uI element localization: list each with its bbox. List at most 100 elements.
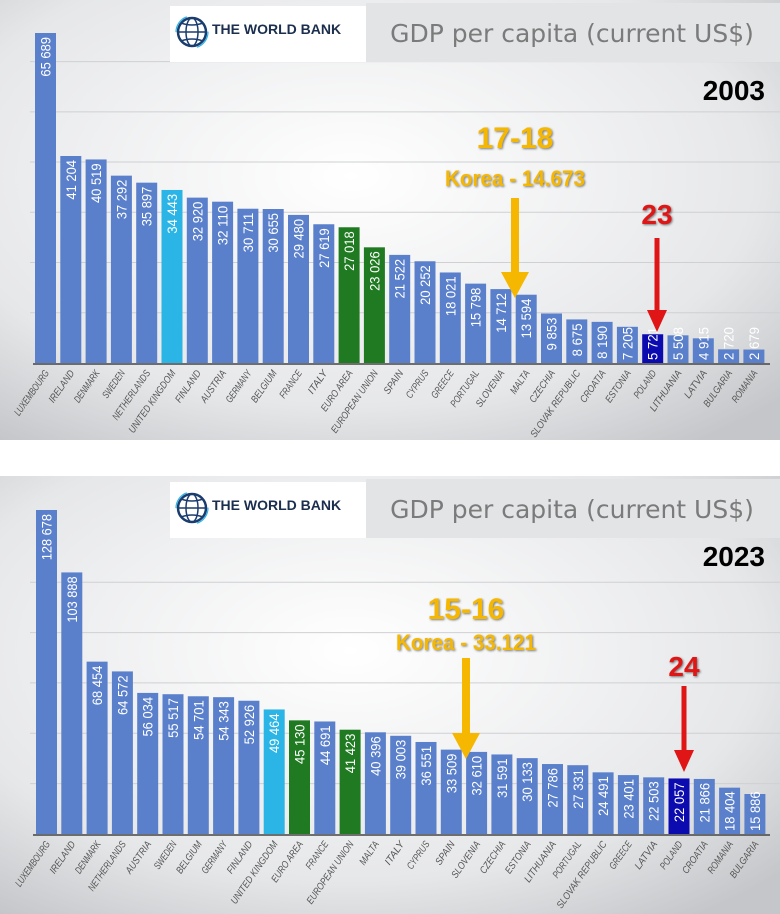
data-label: 27 786 (545, 768, 561, 808)
data-label: 5 508 (670, 327, 686, 360)
poland-rank-annotation: 24 (668, 651, 700, 682)
bar-euro-area (289, 720, 310, 834)
data-label: 54 701 (190, 700, 206, 740)
chart-2003: THE WORLD BANK GDP per capita (current US… (0, 0, 780, 440)
bar-cyprus (414, 261, 436, 363)
world-bank-logo-text: THE WORLD BANK (212, 21, 341, 37)
data-label: 4 915 (695, 327, 711, 360)
korea-rank-annotation: 17-18 (477, 122, 554, 155)
data-label: 64 572 (114, 675, 130, 715)
bar-austria (137, 692, 159, 834)
data-label: 65 689 (38, 37, 54, 77)
bar-sweden (110, 175, 132, 363)
data-label: 21 866 (696, 783, 712, 823)
bar-united-kingdom (161, 189, 183, 363)
bar-denmark (85, 159, 107, 363)
bar-italy (390, 735, 412, 834)
logo-box (170, 6, 366, 62)
chart-title: GDP per capita (current US$) (390, 19, 754, 48)
data-label: 56 034 (140, 697, 156, 737)
data-label: 22 057 (671, 782, 687, 822)
data-label: 2 720 (721, 327, 737, 360)
data-label: 30 133 (519, 762, 535, 802)
world-bank-logo-text: THE WORLD BANK (212, 497, 341, 513)
data-label: 68 454 (89, 665, 105, 705)
bar-malta (515, 294, 537, 363)
data-label: 8 190 (594, 326, 610, 359)
data-label: 27 619 (316, 228, 332, 268)
data-label: 32 110 (215, 205, 231, 245)
data-label: 18 021 (442, 276, 458, 316)
bar-denmark (86, 661, 108, 834)
bar-romania (743, 349, 765, 363)
data-label: 24 491 (595, 776, 611, 816)
year-label: 2003 (703, 75, 765, 106)
logo-box (170, 482, 366, 538)
data-label: 40 396 (367, 736, 383, 776)
data-label: 37 292 (113, 179, 129, 219)
world-bank-globe-icon (175, 491, 209, 525)
data-label: 23 401 (620, 779, 636, 819)
data-label: 7 205 (619, 327, 635, 360)
bar-finland (238, 700, 260, 834)
data-label: 40 519 (88, 163, 104, 203)
bar-belgium (187, 696, 209, 834)
bar-poland (642, 334, 664, 363)
data-label: 34 443 (164, 194, 180, 234)
bar-croatia (693, 778, 715, 834)
korea-value-annotation: Korea - 14.673 (445, 166, 585, 191)
bar-czechia (491, 754, 513, 834)
bar-sweden (162, 694, 184, 834)
data-label: 5 721 (645, 327, 661, 360)
data-label: 18 404 (722, 791, 738, 831)
bar-luxembourg (35, 33, 56, 363)
bar-united-kingdom (263, 709, 285, 834)
bar-estonia (516, 758, 538, 834)
title-box (366, 3, 780, 62)
data-label: 49 464 (266, 713, 282, 753)
bar-latvia (643, 777, 665, 834)
data-label: 30 655 (265, 213, 281, 253)
data-label: 41 423 (342, 734, 358, 774)
bar-netherlands (136, 182, 158, 363)
bar-finland (186, 197, 208, 363)
data-label: 36 551 (418, 746, 434, 786)
data-label: 15 886 (747, 791, 763, 831)
bar-european-union (339, 729, 361, 834)
bar-germany (213, 697, 235, 834)
data-label: 103 888 (64, 576, 80, 622)
data-label: 128 678 (39, 514, 55, 560)
chart-title: GDP per capita (current US$) (390, 495, 754, 524)
bar-lithuania (542, 764, 563, 834)
bar-poland (668, 778, 690, 834)
data-label: 33 509 (443, 753, 459, 793)
poland-rank-annotation: 23 (641, 199, 672, 230)
data-label: 29 480 (291, 219, 307, 259)
bar-czechia (541, 313, 562, 363)
bar-malta (364, 732, 386, 834)
data-label: 35 897 (139, 186, 155, 226)
year-label: 2023 (703, 541, 765, 572)
data-label: 39 003 (393, 740, 409, 780)
bar-bulgaria (744, 794, 766, 834)
data-label: 32 920 (189, 201, 205, 241)
bar-cyprus (415, 741, 437, 834)
bar-spain (389, 254, 411, 363)
bar-portugal (465, 283, 487, 363)
bar-germany (237, 208, 259, 363)
data-label: 14 712 (493, 293, 509, 333)
bar-european-union (363, 247, 385, 363)
bar-slovenia (490, 289, 512, 363)
bar-latvia (692, 338, 714, 363)
title-box (366, 479, 780, 538)
data-label: 21 522 (392, 259, 408, 299)
bar-euro-area (338, 227, 360, 363)
bar-estonia (616, 326, 638, 363)
data-label: 9 853 (544, 317, 560, 350)
bar-lithuania (667, 335, 689, 363)
data-label: 44 691 (317, 725, 333, 765)
bar-romania (719, 787, 741, 834)
bar-slovak-republic (566, 319, 588, 363)
bar-greece (617, 775, 639, 834)
data-label: 15 798 (468, 287, 484, 327)
